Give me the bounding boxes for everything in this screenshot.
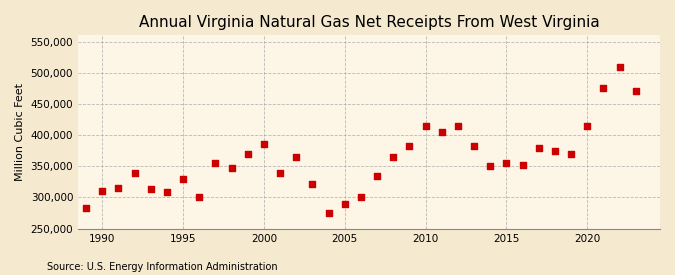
Point <box>259 142 269 147</box>
Point <box>517 163 528 167</box>
Point <box>97 189 108 193</box>
Point <box>533 145 544 150</box>
Point <box>340 202 350 206</box>
Point <box>436 130 447 134</box>
Point <box>161 190 172 195</box>
Point <box>598 86 609 90</box>
Point <box>468 144 479 148</box>
Point <box>323 211 334 215</box>
Point <box>113 186 124 190</box>
Text: Source: U.S. Energy Information Administration: Source: U.S. Energy Information Administ… <box>47 262 278 272</box>
Point <box>549 148 560 153</box>
Y-axis label: Million Cubic Feet: Million Cubic Feet <box>15 83 25 181</box>
Point <box>566 152 576 156</box>
Point <box>145 187 156 192</box>
Point <box>452 123 463 128</box>
Point <box>614 64 625 69</box>
Point <box>388 155 399 159</box>
Point <box>129 170 140 175</box>
Point <box>630 89 641 94</box>
Point <box>242 152 253 156</box>
Point <box>210 161 221 165</box>
Point <box>404 144 415 148</box>
Point <box>307 182 318 186</box>
Point <box>275 170 286 175</box>
Point <box>372 174 383 178</box>
Point <box>194 195 205 200</box>
Title: Annual Virginia Natural Gas Net Receipts From West Virginia: Annual Virginia Natural Gas Net Receipts… <box>138 15 599 30</box>
Point <box>421 123 431 128</box>
Point <box>291 155 302 159</box>
Point <box>582 123 593 128</box>
Point <box>485 164 495 169</box>
Point <box>178 177 188 181</box>
Point <box>81 206 92 210</box>
Point <box>501 161 512 165</box>
Point <box>356 195 367 200</box>
Point <box>226 165 237 170</box>
